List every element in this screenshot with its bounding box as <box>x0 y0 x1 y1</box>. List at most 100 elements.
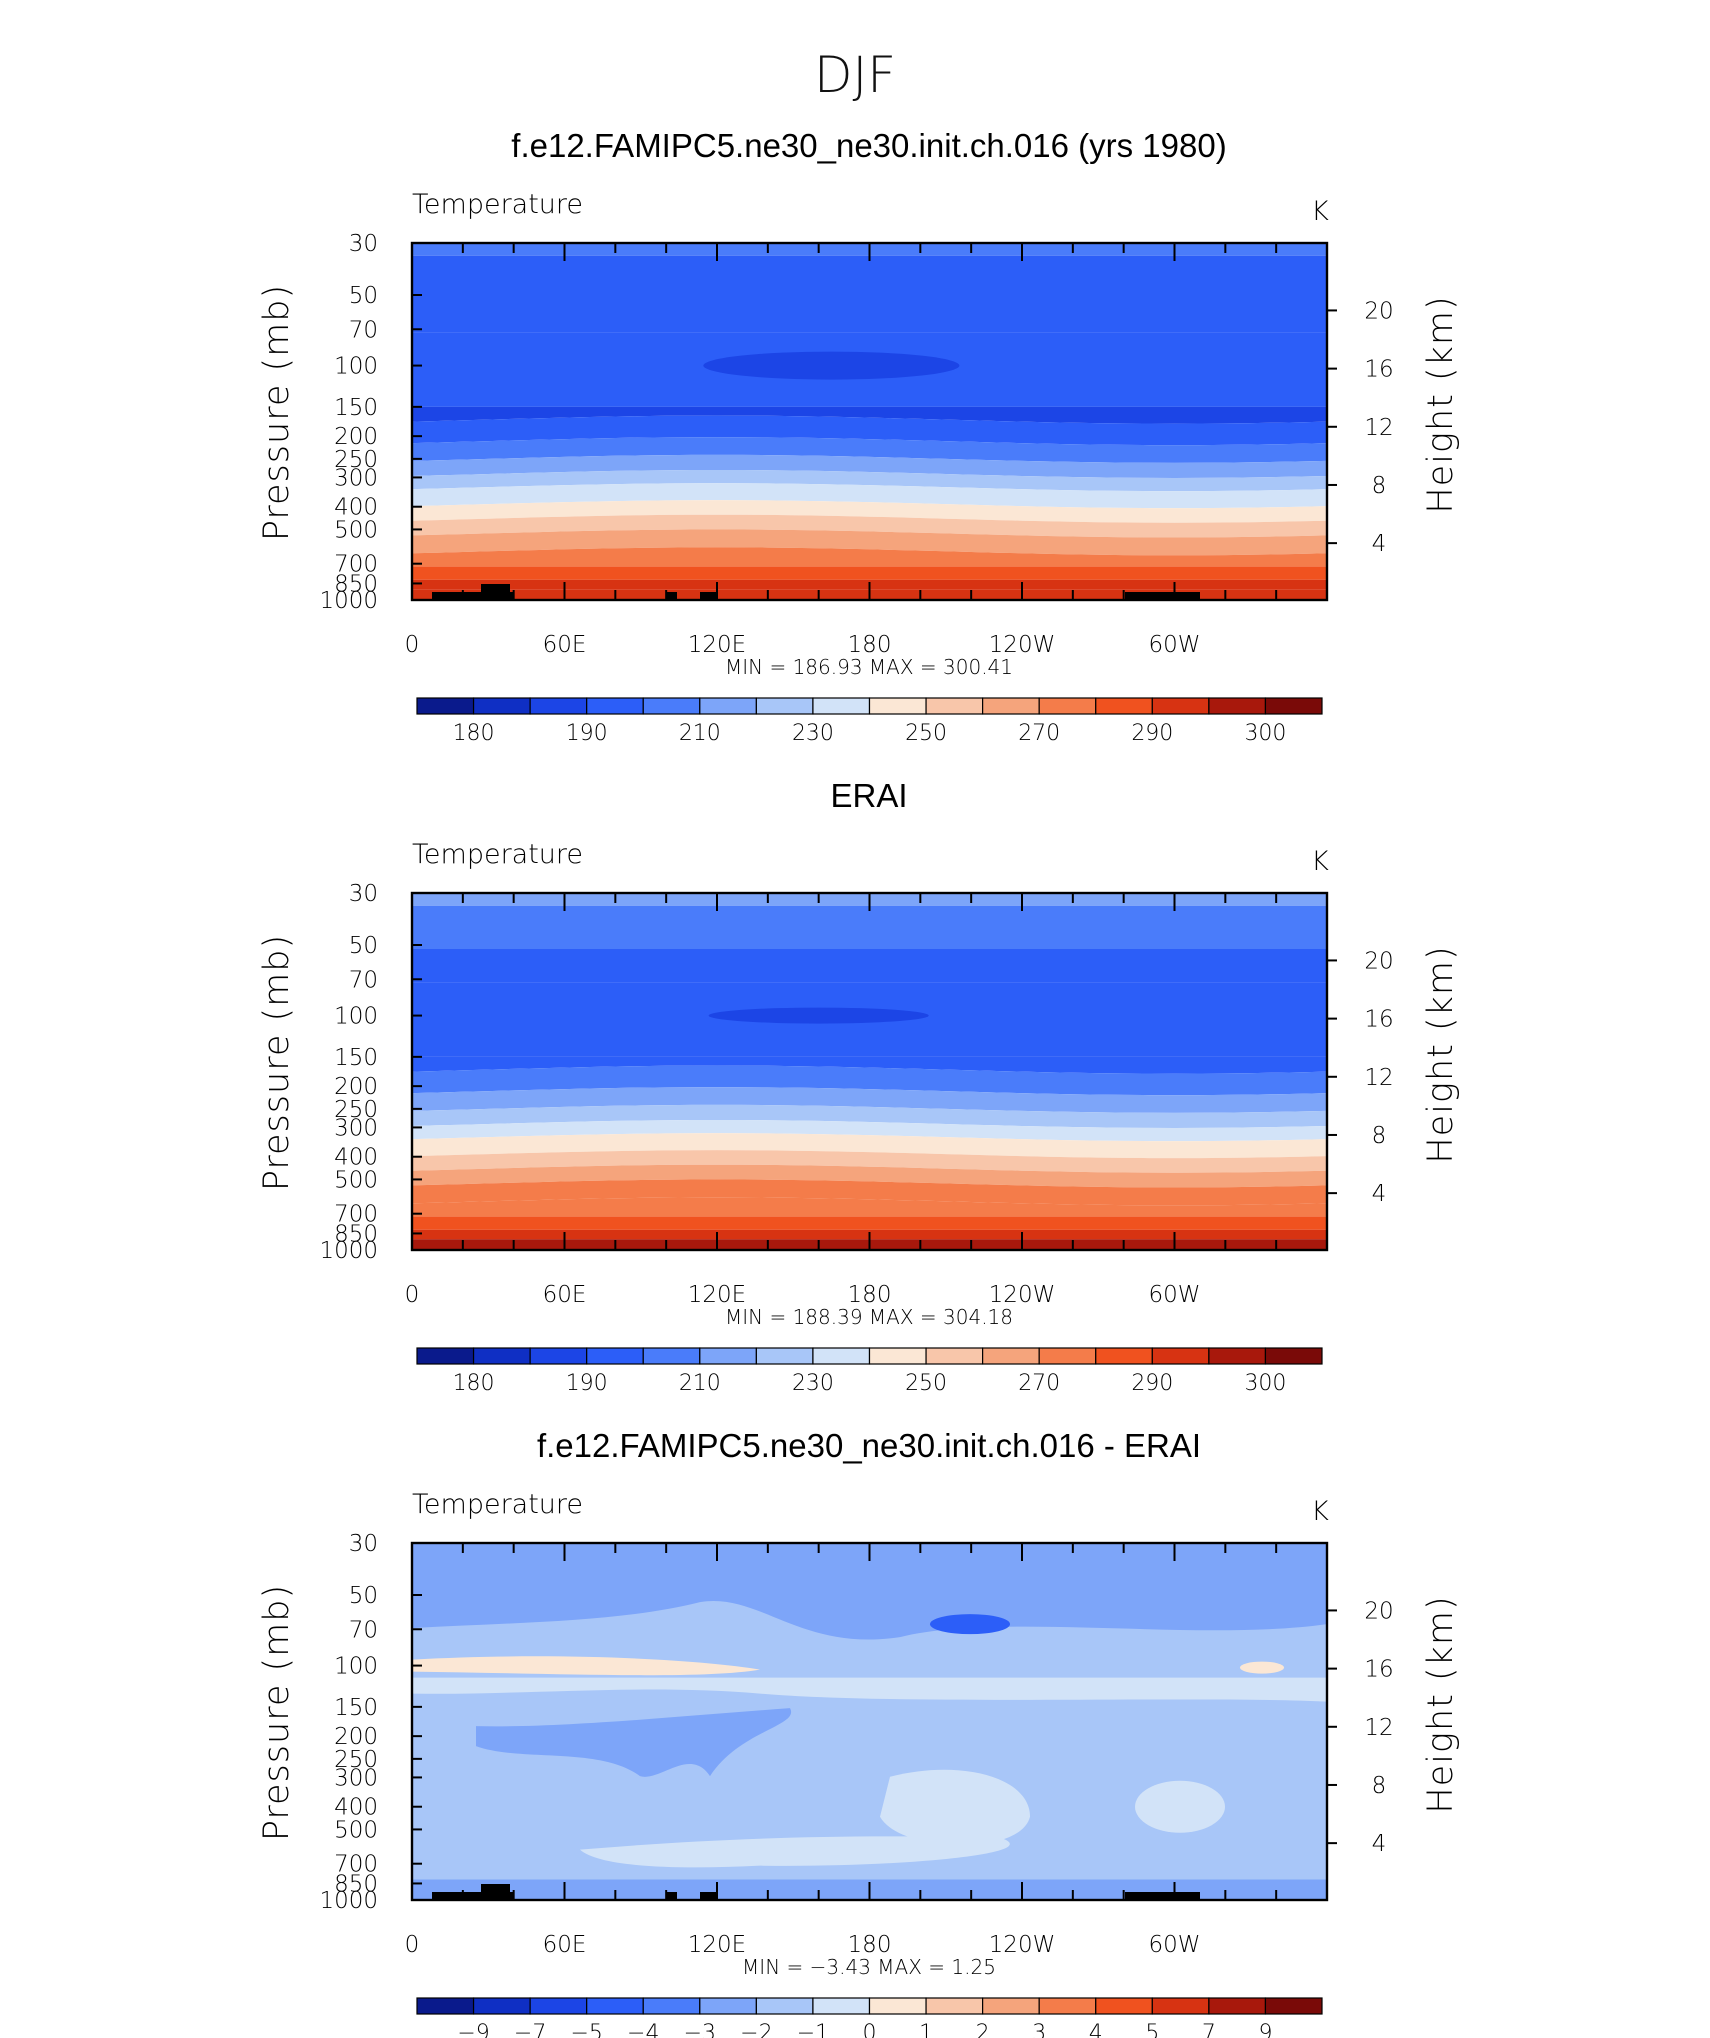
y-tick-label: 850 <box>334 1221 378 1247</box>
x-tick-label: 120W <box>989 632 1056 658</box>
y-tick-label: 700 <box>334 552 378 578</box>
colorbar-swatch <box>472 1997 531 2015</box>
contour-band <box>412 1087 1327 1113</box>
contour-band <box>1135 1780 1225 1833</box>
y-tick-label: 70 <box>349 967 378 993</box>
y-axis-title: Pressure (mb) <box>257 284 297 541</box>
colorbar-swatch <box>642 1997 701 2015</box>
contour-band <box>412 1065 1327 1096</box>
colorbar-swatch <box>586 1347 644 1365</box>
x-tick-label: 0 <box>405 632 420 658</box>
y-tick-label: 500 <box>334 1817 378 1843</box>
y-tick-label: 300 <box>334 465 378 491</box>
contour-band <box>412 949 1327 983</box>
y-tick-label: 300 <box>334 1765 378 1791</box>
colorbar-label: 250 <box>905 1371 947 1396</box>
colorbar-label: 300 <box>1244 1371 1286 1396</box>
x-tick-label: 180 <box>848 1932 892 1958</box>
colorbar-label: 7 <box>1202 2021 1216 2038</box>
contour-band <box>412 470 1327 492</box>
y-tick-label: 50 <box>349 283 378 309</box>
colorbar-swatch <box>529 697 588 715</box>
y-right-tick-label: 12 <box>1364 415 1393 441</box>
y-right-tick-label: 4 <box>1372 1831 1387 1857</box>
y-right-tick-label: 4 <box>1372 1181 1387 1207</box>
y-right-tick-label: 20 <box>1364 948 1393 974</box>
y-right-tick-label: 20 <box>1364 1598 1393 1624</box>
x-tick-label: 60E <box>543 1282 587 1308</box>
colorbar-label: 180 <box>453 1371 495 1396</box>
colorbar-label: 290 <box>1131 1371 1173 1396</box>
contour-band <box>412 299 1327 333</box>
y-tick-label: 400 <box>334 1795 378 1821</box>
colorbar-swatch <box>925 1997 984 2015</box>
colorbar-label: 3 <box>1032 2021 1046 2038</box>
contour-band <box>412 415 1327 446</box>
colorbar-label: −4 <box>627 2021 659 2038</box>
colorbar-label: 180 <box>453 721 495 746</box>
colorbar-swatch <box>1208 1997 1267 2015</box>
contour-band <box>476 1708 792 1777</box>
x-tick-label: 180 <box>848 632 892 658</box>
colorbar-swatch <box>416 1997 475 2015</box>
colorbar-label: 190 <box>566 1371 608 1396</box>
contour-band <box>412 1197 1327 1217</box>
colorbar-swatch <box>868 697 927 715</box>
contour-band <box>412 406 1327 424</box>
y-right-tick-label: 8 <box>1372 1773 1387 1799</box>
y-tick-label: 250 <box>334 447 378 473</box>
colorbar-label: 4 <box>1089 2021 1103 2038</box>
y-right-tick-label: 20 <box>1364 298 1393 324</box>
topography <box>666 592 677 600</box>
contour-band <box>412 500 1327 523</box>
colorbar-label: −2 <box>740 2021 772 2038</box>
y-tick-label: 150 <box>334 395 378 421</box>
colorbar-label: 9 <box>1258 2021 1272 2038</box>
colorbar-label: 230 <box>792 721 834 746</box>
y-tick-label: 30 <box>349 881 378 907</box>
contour-band <box>412 1120 1327 1142</box>
contour-band <box>412 905 1327 949</box>
y-tick-label: 100 <box>334 354 378 380</box>
x-tick-label: 60W <box>1148 1932 1200 1958</box>
y-tick-label: 50 <box>349 933 378 959</box>
colorbar-label: 190 <box>566 721 608 746</box>
colorbar-swatch <box>1095 1997 1153 2015</box>
min-core <box>708 1007 929 1024</box>
colorbar-label: 210 <box>679 1371 721 1396</box>
y-tick-label: 1000 <box>319 1238 378 1264</box>
x-tick-label: 60W <box>1148 632 1200 658</box>
topography <box>481 1884 510 1900</box>
units-label: K <box>1311 846 1329 877</box>
y-tick-label: 150 <box>334 1045 378 1071</box>
y-right-tick-label: 16 <box>1364 1657 1393 1683</box>
y-tick-label: 100 <box>334 1004 378 1030</box>
colorbar-swatch <box>868 1347 927 1365</box>
y-right-tick-label: 8 <box>1372 1123 1387 1149</box>
y-axis-title: Pressure (mb) <box>257 1584 297 1841</box>
colorbar-swatch <box>699 697 757 715</box>
contour-band <box>412 547 1327 567</box>
variable-label: Temperature <box>412 839 583 870</box>
contour-band <box>412 1216 1327 1230</box>
units-label: K <box>1311 196 1329 227</box>
y-tick-label: 200 <box>334 1074 378 1100</box>
y-tick-label: 500 <box>334 517 378 543</box>
colorbar-label: 230 <box>792 1371 834 1396</box>
topography <box>1125 1892 1200 1900</box>
colorbar-label: −1 <box>797 2021 829 2038</box>
x-tick-label: 0 <box>405 1932 420 1958</box>
y-right-tick-label: 8 <box>1372 473 1387 499</box>
colorbar-label: 0 <box>863 2021 877 2038</box>
x-tick-label: 120E <box>688 1932 746 1958</box>
colorbar-swatch <box>755 1347 814 1365</box>
colorbar-swatch <box>642 697 701 715</box>
topography <box>481 584 510 600</box>
contour-band <box>412 1056 1327 1074</box>
colorbar-swatch <box>755 1997 814 2015</box>
x-tick-label: 120E <box>688 632 746 658</box>
colorbar-swatch <box>1038 1347 1097 1365</box>
y-tick-label: 150 <box>334 1695 378 1721</box>
panel-3: f.e12.FAMIPC5.ne30_ne30.init.ch.016 - ER… <box>257 1427 1461 2038</box>
colorbar-label: 270 <box>1018 721 1060 746</box>
